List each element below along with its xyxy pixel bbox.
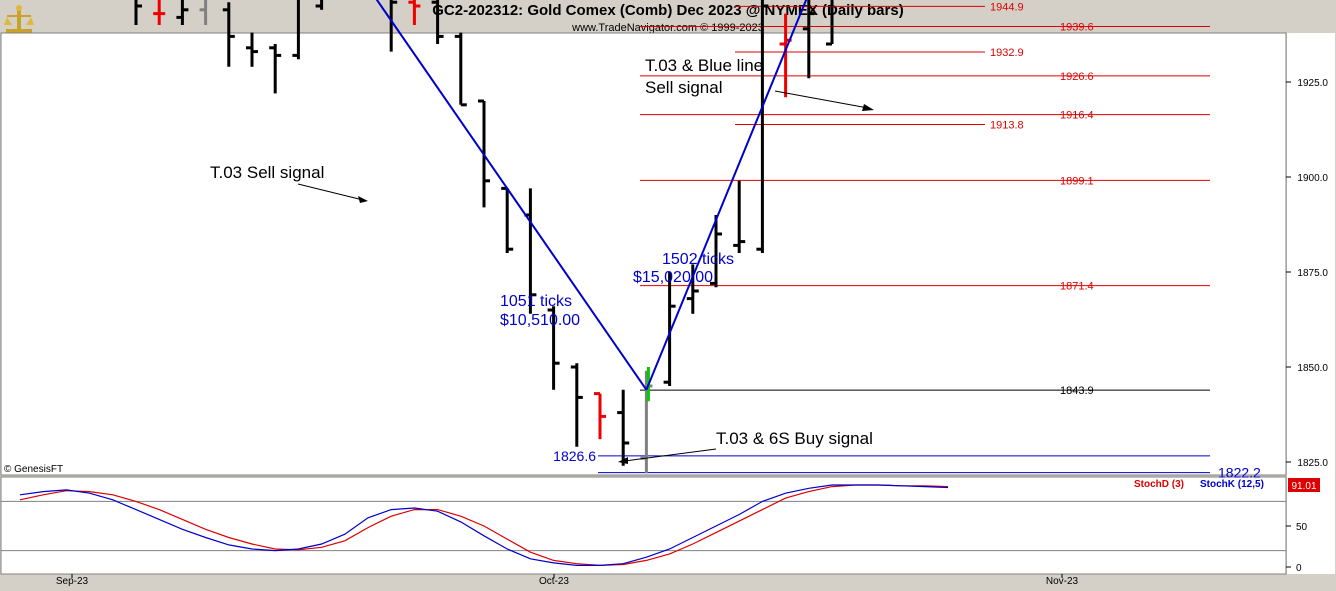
fib-label: 1871.4 [1060, 281, 1094, 293]
annotation-sell-1: T.03 Sell signal [210, 163, 324, 182]
annotation-sell-2a: T.03 & Blue line [645, 56, 763, 75]
annotations: T.03 Sell signal 1051 ticks $10,510.00 1… [4, 56, 874, 475]
y-tick-label: 1875.0 [1297, 268, 1328, 279]
fib-label: 1926.6 [1060, 71, 1094, 83]
x-tick-label: Oct-23 [539, 576, 569, 587]
y-tick-label: 1925.0 [1297, 78, 1328, 89]
genesis-logo-icon [3, 3, 35, 35]
stoch-k-legend: StochK (12,5) [1200, 479, 1264, 490]
trend-lines [375, 0, 808, 391]
stoch-y-tick-label: 0 [1296, 563, 1302, 574]
stoch-plot-area [0, 476, 1287, 575]
fib-label: 1843.9 [1060, 385, 1094, 397]
price-plot-area [0, 32, 1287, 476]
stoch-k-line [19, 484, 949, 566]
credit-text: © GenesisFT [4, 464, 63, 475]
annotation-sell-2b: Sell signal [645, 78, 723, 97]
annotation-ticks-1a: 1051 ticks [500, 293, 572, 310]
fib-label: 1932.9 [990, 47, 1024, 59]
fib-levels: 2044.52036.82032.52025.62024.22012.22009… [553, 1, 1261, 481]
fib-label: 1913.8 [990, 120, 1024, 132]
stochastic-panel: StochD (3) StochK (12,5) 91.01 50 0 [1, 478, 1320, 574]
trend-line [375, 0, 648, 391]
price-bars [134, 0, 834, 474]
stoch-last-label: 91.01 [1291, 481, 1316, 492]
fib-label: 1822.2 [1218, 465, 1261, 481]
price-axis-area [1287, 33, 1335, 574]
fib-label: 1916.4 [1060, 110, 1094, 122]
fib-label: 1939.6 [1060, 22, 1094, 34]
annotation-ticks-2a: 1502 ticks [662, 251, 734, 268]
annotation-ticks-2b: $15,020.00 [633, 269, 713, 286]
stoch-y-tick-label: 50 [1296, 522, 1308, 533]
annotation-buy: T.03 & 6S Buy signal [716, 429, 873, 448]
chart-subtitle: www.TradeNavigator.com © 1999-2023 [572, 22, 764, 34]
stoch-d-line [19, 484, 949, 567]
fib-label: 1826.6 [553, 448, 596, 464]
annotation-ticks-1b: $10,510.00 [500, 312, 580, 329]
y-tick-label: 1900.0 [1297, 173, 1328, 184]
stoch-d-legend: StochD (3) [1134, 479, 1184, 490]
x-tick-label: Sep-23 [56, 576, 89, 587]
y-tick-label: 1825.0 [1297, 458, 1328, 469]
date-axis: Sep-23 Oct-23 Nov-23 [56, 574, 1079, 587]
y-tick-label: 1850.0 [1297, 363, 1328, 374]
trend-line [645, 0, 808, 391]
fib-label: 1899.1 [1060, 175, 1094, 187]
x-tick-label: Nov-23 [1046, 576, 1079, 587]
stoch-last-box [1288, 478, 1320, 492]
fib-label: 1944.9 [990, 1, 1024, 13]
price-axis: 2050.02025.02000.01975.01950.01925.01900… [1286, 78, 1328, 469]
